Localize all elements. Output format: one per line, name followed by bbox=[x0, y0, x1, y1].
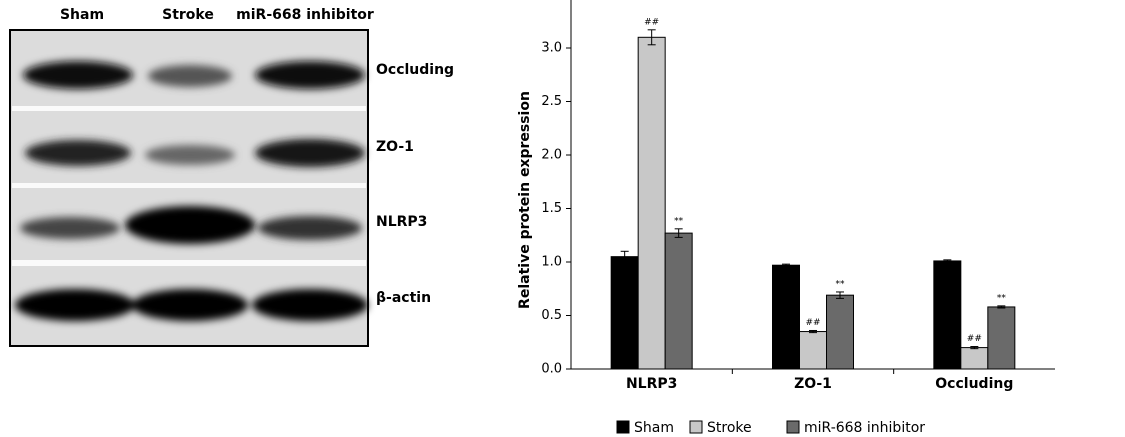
band bbox=[252, 289, 368, 321]
annotation: ** bbox=[997, 293, 1007, 303]
annotation: ## bbox=[967, 334, 982, 344]
band bbox=[125, 206, 255, 244]
y-axis-label: Relative protein expression bbox=[517, 91, 533, 309]
y-tick-label: 0.5 bbox=[541, 308, 562, 323]
protein-label: NLRP3 bbox=[376, 214, 427, 230]
bar bbox=[611, 257, 638, 369]
x-tick-label: Occluding bbox=[935, 376, 1013, 392]
band bbox=[132, 289, 248, 321]
protein-label: β-actin bbox=[376, 290, 431, 306]
blot-separator bbox=[12, 183, 366, 188]
band bbox=[145, 145, 235, 165]
annotation: ## bbox=[644, 17, 659, 27]
annotation: ** bbox=[836, 279, 846, 289]
annotation: ** bbox=[674, 216, 684, 226]
western-blot: Sham Stroke miR-668 inhibitor Occluding … bbox=[10, 7, 454, 346]
protein-label: ZO-1 bbox=[376, 139, 414, 155]
bar bbox=[638, 37, 665, 369]
legend-swatch bbox=[690, 421, 702, 433]
legend-label: miR-668 inhibitor bbox=[804, 420, 925, 436]
band bbox=[255, 61, 365, 89]
blot-separator bbox=[12, 260, 366, 266]
band bbox=[258, 216, 362, 240]
bar bbox=[800, 332, 827, 369]
annotation: ## bbox=[805, 318, 820, 328]
y-tick-label: 2.5 bbox=[541, 94, 562, 109]
legend-swatch bbox=[617, 421, 629, 433]
bar bbox=[988, 307, 1015, 369]
band bbox=[25, 140, 131, 166]
figure: Sham Stroke miR-668 inhibitor Occluding … bbox=[0, 0, 1125, 437]
y-tick-label: 0.0 bbox=[541, 362, 562, 377]
page: Sham Stroke miR-668 inhibitor Occluding … bbox=[0, 0, 1125, 437]
band bbox=[20, 217, 120, 239]
lane-label: Stroke bbox=[162, 7, 214, 23]
protein-label: Occluding bbox=[376, 62, 454, 78]
bar bbox=[773, 265, 800, 369]
bar bbox=[827, 295, 854, 369]
legend-swatch bbox=[787, 421, 799, 433]
legend-label: Stroke bbox=[707, 420, 752, 436]
x-tick-label: NLRP3 bbox=[626, 376, 677, 392]
band bbox=[148, 65, 232, 87]
y-tick-label: 3.5 bbox=[541, 0, 562, 2]
legend-label: Sham bbox=[634, 420, 674, 436]
bar bbox=[961, 348, 988, 369]
band bbox=[15, 289, 135, 321]
lane-label: miR-668 inhibitor bbox=[236, 7, 374, 23]
band bbox=[255, 139, 365, 167]
bar bbox=[665, 233, 692, 369]
x-tick-label: ZO-1 bbox=[794, 376, 832, 392]
y-tick-label: 2.0 bbox=[541, 148, 562, 163]
y-tick-label: 3.0 bbox=[541, 41, 562, 56]
y-tick-label: 1.5 bbox=[541, 201, 562, 216]
y-tick-label: 1.0 bbox=[541, 255, 562, 270]
blot-separator bbox=[12, 106, 366, 111]
band bbox=[23, 61, 133, 89]
bar bbox=[934, 261, 961, 369]
lane-label: Sham bbox=[60, 7, 104, 23]
